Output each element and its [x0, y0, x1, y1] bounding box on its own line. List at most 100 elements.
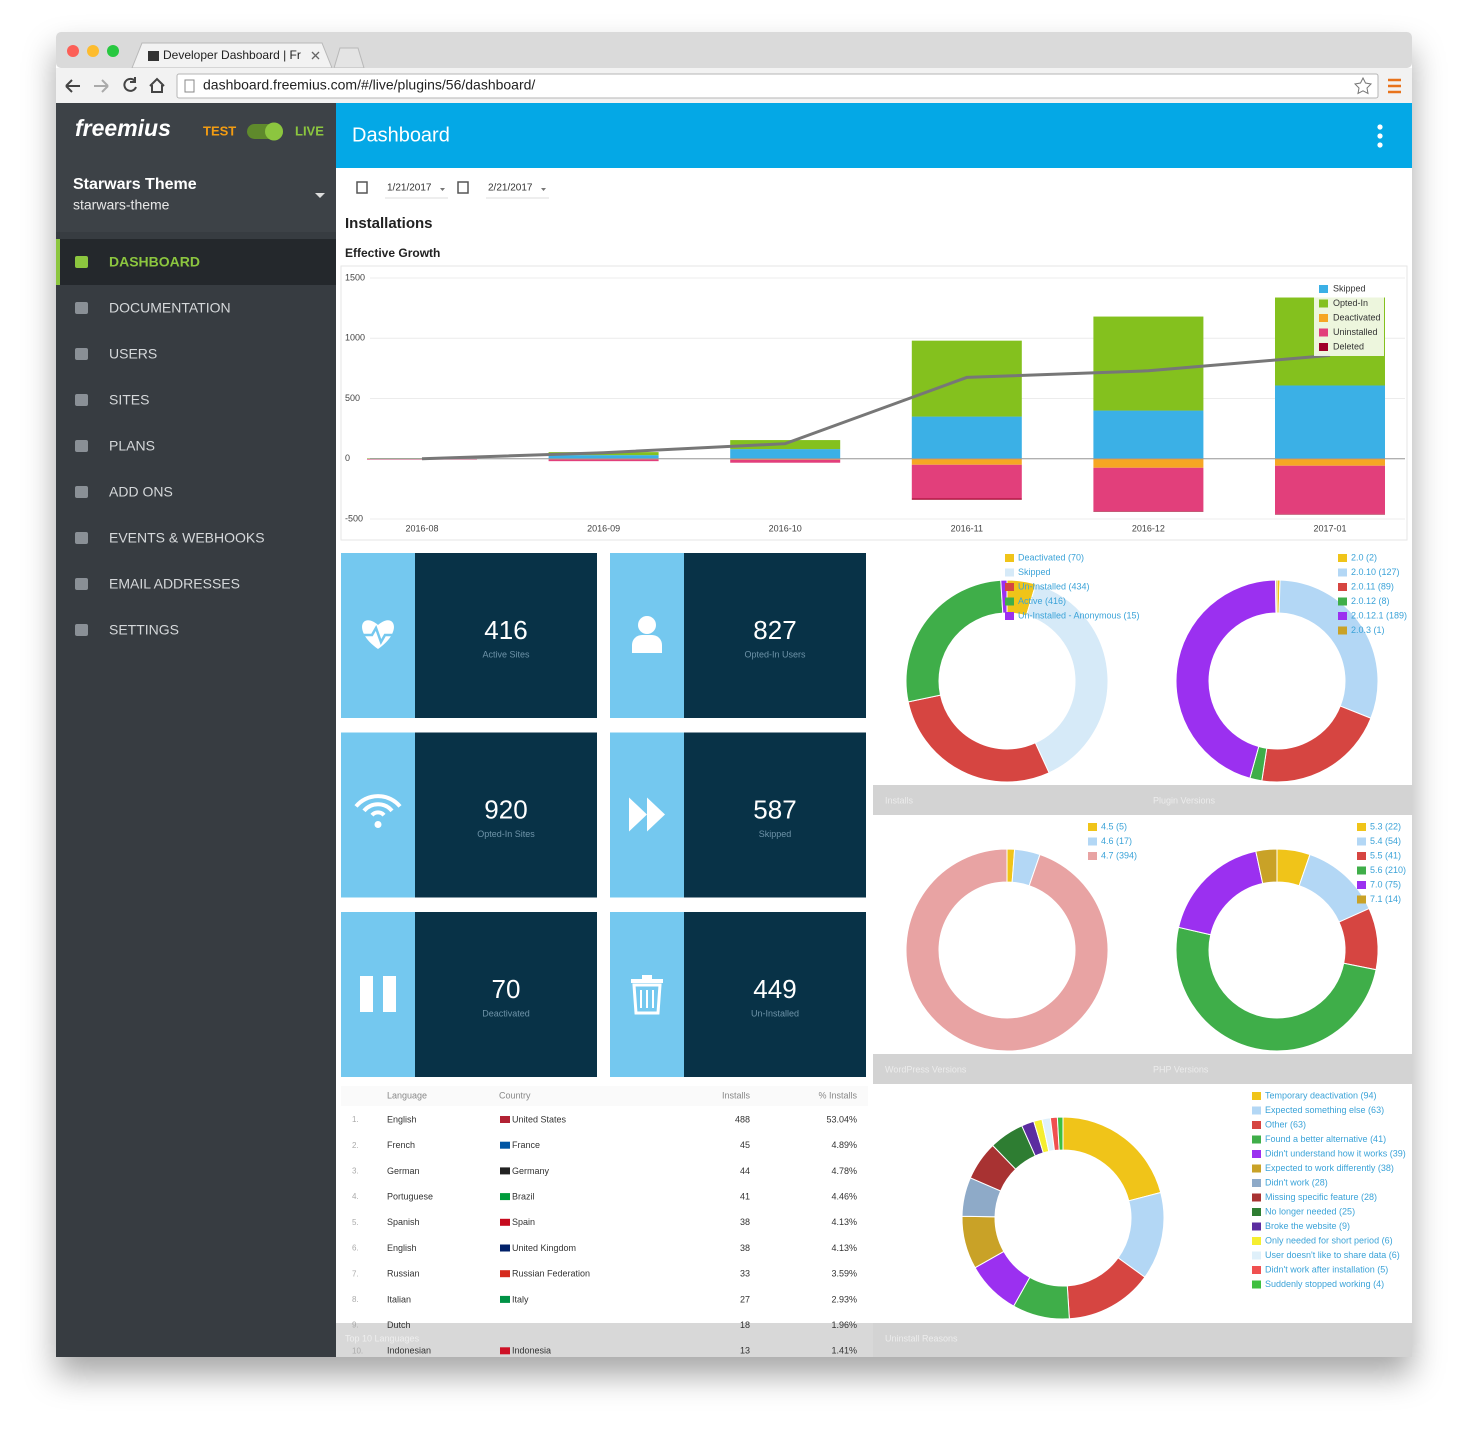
product-dropdown[interactable] [315, 193, 325, 198]
legend-label: Only needed for short period (6) [1265, 1235, 1393, 1245]
menu-item[interactable]: ADD ONS [109, 484, 173, 500]
legend-swatch [1319, 299, 1328, 308]
stat-icon-bg [341, 912, 415, 1077]
row-index: 4. [352, 1192, 359, 1201]
zoom-button[interactable] [107, 45, 119, 57]
product-name[interactable]: Starwars Theme [73, 176, 197, 193]
legend-swatch [1088, 823, 1097, 831]
bookmark-star[interactable] [1353, 76, 1373, 95]
legend-swatch [1338, 612, 1347, 620]
menu-item[interactable]: EVENTS & WEBHOOKS [109, 530, 265, 546]
menu-icon [75, 578, 88, 590]
legend-label: 5.3 (22) [1370, 821, 1401, 831]
legend-label: Suddenly stopped working (4) [1265, 1279, 1384, 1289]
legend-label: Other (63) [1265, 1119, 1306, 1129]
icon-user [638, 616, 656, 634]
menu-item[interactable]: USERS [109, 346, 157, 362]
cell-country: Brazil [512, 1191, 535, 1201]
row-index: 8. [352, 1295, 359, 1304]
cell-language: Portuguese [387, 1191, 433, 1201]
legend-swatch [1005, 554, 1014, 562]
cell-installs: 38 [740, 1243, 750, 1253]
menu-item[interactable]: EMAIL ADDRESSES [109, 576, 240, 592]
menu-item[interactable]: DOCUMENTATION [109, 300, 231, 316]
menu-item[interactable]: SITES [109, 392, 149, 408]
bar-segment [548, 459, 659, 462]
donut-slice [905, 848, 1109, 1052]
legend-label: 4.5 (5) [1101, 821, 1127, 831]
icon-wifi [362, 802, 394, 813]
sidebar-top [56, 103, 336, 232]
icon-trash [631, 979, 663, 983]
stat-tile: 449 Un-Installed [610, 912, 866, 1077]
legend-label: 2.0.11 (89) [1351, 581, 1394, 591]
legend-label: 7.0 (75) [1370, 879, 1401, 889]
tab-close[interactable] [311, 51, 320, 60]
menu-item[interactable]: PLANS [109, 438, 155, 454]
close-button[interactable] [67, 45, 79, 57]
forward-button[interactable] [94, 79, 109, 93]
kebab-menu[interactable] [1377, 142, 1383, 148]
stat-value: 587 [753, 794, 796, 824]
stat-label: Active Sites [482, 649, 530, 659]
stat-value: 920 [484, 794, 527, 824]
date-from[interactable]: 1/21/2017 [387, 183, 432, 194]
date-to[interactable]: 2/21/2017 [488, 183, 533, 194]
icon-pause [360, 976, 373, 1012]
cell-country: Germany [512, 1166, 550, 1176]
kebab-menu[interactable] [1377, 133, 1383, 139]
legend-label: 5.5 (41) [1370, 850, 1401, 860]
bar-segment [911, 464, 1022, 499]
caption-band [873, 1054, 1412, 1084]
donut-slice [1025, 583, 1109, 774]
menu-icon [75, 348, 88, 360]
bar-segment [1275, 458, 1385, 466]
cell-installs: 18 [740, 1320, 750, 1330]
mode-live[interactable]: LIVE [295, 123, 324, 138]
caption-band [336, 1323, 873, 1357]
legend-label: Un-Installed - Anonymous (15) [1018, 610, 1140, 620]
table-caption: Top 10 Languages [345, 1333, 420, 1343]
kebab-menu[interactable] [1377, 124, 1383, 130]
x-tick-label: 2017-01 [1313, 523, 1346, 533]
chart-caption: Plugin Versions [1153, 795, 1216, 805]
x-tick-label: 2016-10 [769, 523, 802, 533]
stat-body [415, 912, 597, 1077]
menu-icon [75, 624, 88, 636]
stat-body [415, 732, 597, 898]
row-index: 2. [352, 1141, 359, 1150]
reload-button[interactable] [123, 77, 137, 92]
legend-swatch [1252, 1208, 1261, 1216]
home-button[interactable] [149, 77, 165, 93]
donut-slice [1056, 1116, 1064, 1151]
mode-test[interactable]: TEST [203, 123, 236, 138]
cell-installs: 27 [740, 1294, 750, 1304]
address-bar[interactable] [176, 73, 1379, 99]
legend-label: Deactivated (70) [1018, 552, 1084, 562]
row-index: 3. [352, 1167, 359, 1176]
menu-item[interactable]: SETTINGS [109, 622, 179, 638]
row-index: 10. [352, 1346, 363, 1355]
cell-language: Russian [387, 1269, 420, 1279]
growth-line [421, 353, 1331, 461]
stat-body [684, 732, 866, 898]
minimize-button[interactable] [87, 45, 99, 57]
legend-label: 5.4 (54) [1370, 836, 1401, 846]
x-tick-label: 2016-11 [951, 523, 983, 533]
x-tick-label: 2016-12 [1132, 523, 1165, 533]
legend-swatch [1357, 895, 1366, 904]
title-bar [56, 32, 1412, 68]
calendar-icon[interactable] [356, 181, 368, 194]
legend-swatch [1357, 823, 1366, 831]
cell-percent: 2.93% [831, 1294, 857, 1304]
menu-button[interactable] [1388, 78, 1401, 94]
legend-label: Temporary deactivation (94) [1265, 1090, 1377, 1100]
country-flag [500, 1167, 510, 1175]
legend-swatch [1252, 1280, 1261, 1289]
legend-swatch [1252, 1092, 1261, 1100]
back-button[interactable] [65, 79, 80, 93]
calendar-icon[interactable] [457, 181, 469, 194]
legend-label: 2.0.3 (1) [1351, 625, 1385, 635]
menu-item[interactable]: DASHBOARD [109, 254, 200, 270]
table-header: % Installs [818, 1090, 857, 1100]
